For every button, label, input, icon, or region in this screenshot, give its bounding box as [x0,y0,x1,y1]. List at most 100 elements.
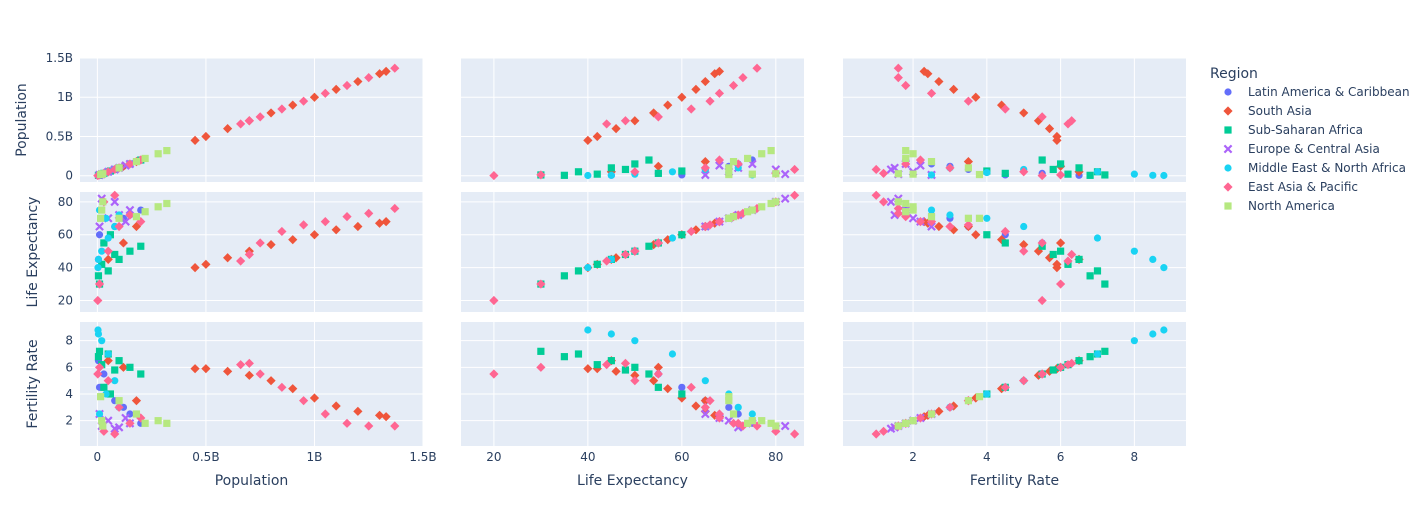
data-point[interactable] [602,119,612,129]
data-point[interactable] [1056,279,1066,289]
legend-item[interactable]: South Asia [1223,104,1312,118]
data-point[interactable] [878,168,889,178]
data-point[interactable] [871,429,881,439]
data-point[interactable] [700,402,710,412]
data-point[interactable] [125,418,135,428]
data-point[interactable] [945,221,955,232]
data-point[interactable] [611,124,621,134]
data-point[interactable] [353,221,363,232]
data-point[interactable] [536,362,546,372]
data-point[interactable] [705,220,715,230]
data-point[interactable] [1001,169,1009,177]
data-point[interactable] [1149,171,1157,179]
data-point[interactable] [767,419,775,427]
data-point[interactable] [110,424,120,434]
data-point[interactable] [780,194,790,203]
data-point[interactable] [607,164,615,172]
data-point[interactable] [94,264,102,272]
data-point[interactable] [758,417,766,425]
data-point[interactable] [1019,246,1029,256]
data-point[interactable] [489,369,499,379]
data-point[interactable] [653,238,663,248]
data-point[interactable] [700,409,710,419]
data-point[interactable] [686,226,696,237]
data-point[interactable] [537,347,545,355]
data-point[interactable] [121,217,130,226]
data-point[interactable] [1149,255,1157,263]
data-point[interactable] [678,383,686,391]
data-point[interactable] [653,112,663,122]
data-point[interactable] [137,242,145,250]
data-point[interactable] [908,213,918,223]
data-point[interactable] [902,208,910,216]
data-point[interactable] [1093,168,1102,176]
data-point[interactable] [95,222,104,231]
data-point[interactable] [1130,247,1138,255]
data-point[interactable] [288,100,298,110]
data-point[interactable] [738,73,748,83]
data-point[interactable] [100,239,108,247]
data-point[interactable] [700,163,710,173]
data-point[interactable] [631,160,639,168]
data-point[interactable] [700,396,710,406]
data-point[interactable] [983,168,991,177]
data-point[interactable] [772,198,780,206]
data-point[interactable] [927,206,936,214]
data-point[interactable] [902,419,910,427]
data-point[interactable] [536,279,546,289]
data-point[interactable] [593,260,601,268]
data-point[interactable] [309,393,320,403]
data-point[interactable] [945,402,955,412]
data-point[interactable] [772,170,780,178]
data-point[interactable] [725,164,733,172]
data-point[interactable] [244,249,254,260]
data-point[interactable] [1093,267,1102,275]
data-point[interactable] [790,429,800,439]
data-point[interactable] [790,190,800,200]
data-point[interactable] [126,247,134,255]
data-point[interactable] [645,156,653,164]
data-point[interactable] [381,216,391,227]
data-point[interactable] [381,66,391,76]
data-point[interactable] [630,167,640,177]
data-point[interactable] [102,214,110,222]
legend-item[interactable]: Latin America & Caribbean [1224,85,1410,99]
data-point[interactable] [118,362,129,372]
data-point[interactable] [728,80,739,91]
data-point[interactable] [244,116,254,126]
data-point[interactable] [871,190,881,200]
data-point[interactable] [705,396,715,406]
data-point[interactable] [1056,170,1066,180]
data-point[interactable] [1000,104,1010,114]
data-point[interactable] [686,382,696,392]
data-point[interactable] [607,171,615,179]
data-point[interactable] [902,154,910,163]
data-point[interactable] [767,147,775,155]
data-point[interactable] [132,157,141,166]
data-point[interactable] [1019,108,1029,118]
data-point[interactable] [277,226,287,237]
data-point[interactable] [620,116,631,126]
data-point[interactable] [964,397,972,405]
data-point[interactable] [780,169,790,179]
data-point[interactable] [95,347,104,355]
data-point[interactable] [653,161,663,171]
data-point[interactable] [1075,255,1083,263]
data-point[interactable] [602,256,612,266]
data-point[interactable] [126,363,134,371]
data-point[interactable] [381,412,391,422]
data-point[interactable] [1038,156,1046,164]
data-point[interactable] [758,203,766,211]
data-point[interactable] [710,69,720,79]
data-point[interactable] [111,250,119,259]
data-point[interactable] [299,96,309,106]
data-point[interactable] [94,279,105,289]
data-point[interactable] [710,410,720,420]
data-point[interactable] [94,353,103,361]
data-point[interactable] [190,364,200,374]
data-point[interactable] [715,161,724,170]
data-point[interactable] [700,76,710,87]
data-point[interactable] [1130,170,1138,178]
data-point[interactable] [909,417,917,425]
data-point[interactable] [536,170,546,180]
